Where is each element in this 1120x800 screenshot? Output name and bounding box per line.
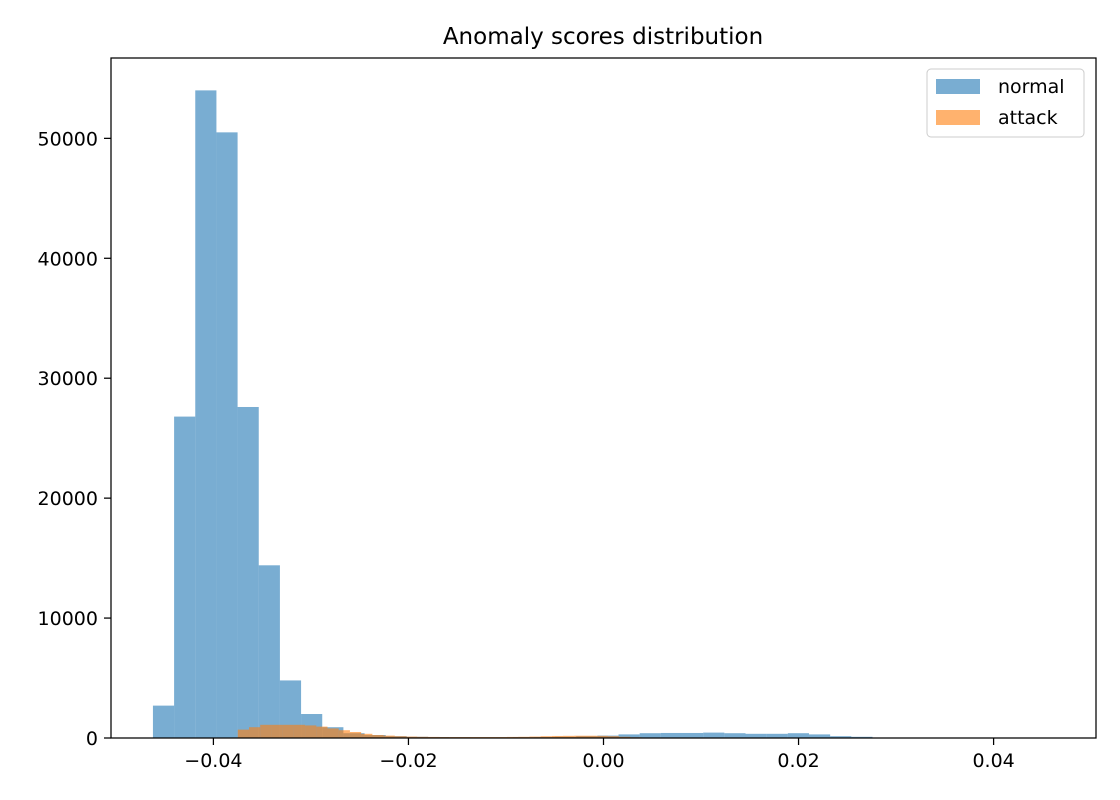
bars-layer — [152, 90, 1042, 738]
legend-swatch-attack — [936, 110, 980, 125]
attack-bar-6 — [305, 725, 317, 738]
normal-bar-25 — [682, 732, 704, 738]
attack-bar-31 — [585, 735, 597, 738]
x-tick-label: −0.02 — [379, 750, 437, 772]
x-tick-label: 0.02 — [777, 750, 819, 772]
legend: normal attack — [926, 68, 1085, 138]
attack-bar-28 — [551, 735, 564, 738]
y-tick-label: 20000 — [38, 488, 98, 510]
x-tick-label: 0.04 — [972, 750, 1014, 772]
normal-bar-0 — [152, 705, 175, 738]
x-tick-label: −0.04 — [184, 750, 242, 772]
attack-bar-14 — [394, 736, 407, 738]
normal-bar-22 — [618, 734, 640, 738]
series-attack — [237, 724, 642, 738]
normal-bar-27 — [724, 733, 746, 738]
y-tick-label: 40000 — [38, 248, 98, 270]
y-tick-label: 10000 — [38, 608, 98, 630]
normal-bar-1 — [174, 416, 196, 738]
attack-bar-27 — [540, 736, 552, 738]
legend-swatch-normal — [936, 79, 980, 94]
normal-bar-4 — [237, 406, 259, 738]
normal-bar-3 — [216, 132, 238, 738]
x-tick-label: 0.00 — [582, 750, 624, 772]
attack-bar-32 — [596, 735, 608, 738]
attack-bar-2 — [260, 724, 272, 738]
attack-bar-15 — [406, 736, 418, 738]
normal-bar-6 — [279, 680, 302, 738]
normal-bar-29 — [766, 733, 788, 738]
attack-bar-10 — [349, 732, 362, 738]
attack-bar-11 — [361, 733, 373, 738]
normal-bar-28 — [745, 733, 767, 738]
legend-label-attack: attack — [998, 107, 1058, 129]
attack-bar-30 — [574, 735, 586, 738]
legend-label-normal: normal — [998, 76, 1065, 98]
attack-bar-3 — [271, 724, 283, 738]
normal-bar-5 — [258, 565, 280, 738]
y-axis: 0 10000 20000 30000 40000 50000 — [38, 128, 111, 750]
y-tick-label: 30000 — [38, 368, 98, 390]
x-axis: −0.04 −0.02 0.00 0.02 0.04 — [184, 738, 1015, 772]
normal-bar-26 — [703, 732, 725, 738]
series-normal — [152, 90, 1042, 738]
normal-bar-30 — [787, 733, 809, 738]
normal-bar-31 — [808, 734, 831, 738]
attack-bar-8 — [327, 728, 339, 738]
attack-bar-7 — [316, 726, 328, 738]
normal-bar-2 — [195, 90, 217, 738]
y-tick-label: 0 — [86, 728, 98, 750]
normal-bar-23 — [639, 733, 661, 738]
normal-bar-24 — [660, 732, 683, 738]
y-tick-label: 50000 — [38, 128, 98, 150]
attack-bar-5 — [293, 724, 306, 738]
attack-bar-13 — [383, 735, 395, 738]
attack-bar-29 — [563, 735, 575, 738]
attack-bar-12 — [372, 735, 384, 738]
attack-bar-1 — [248, 727, 261, 738]
attack-bar-0 — [237, 729, 249, 738]
attack-bar-26 — [529, 736, 541, 738]
attack-bar-9 — [338, 730, 350, 738]
attack-bar-4 — [282, 724, 294, 738]
normal-bar-32 — [830, 736, 852, 738]
chart-title: Anomaly scores distribution — [443, 24, 763, 50]
attack-bar-33 — [607, 736, 620, 738]
